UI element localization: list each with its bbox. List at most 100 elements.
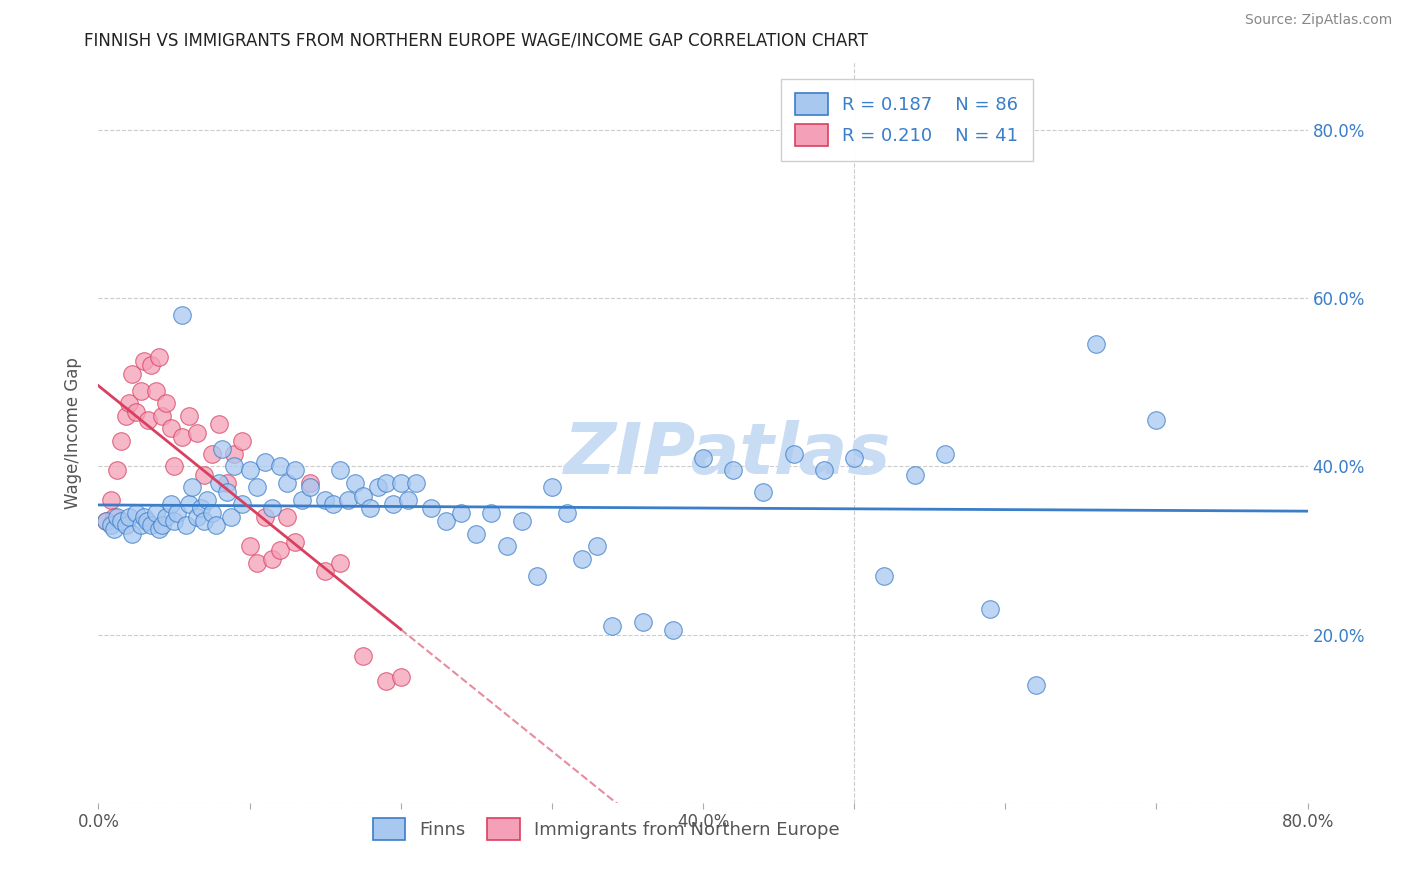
Point [571, 551, 593, 566]
Point [314, 492, 336, 507]
Point [555, 506, 578, 520]
Point [114, 409, 136, 423]
Point [145, 506, 167, 520]
Point [723, 463, 745, 477]
Point [125, 506, 148, 520]
Point [166, 506, 188, 520]
Point [450, 506, 472, 520]
Point [904, 467, 927, 482]
Point [1024, 678, 1046, 692]
Point [389, 670, 412, 684]
Point [163, 514, 186, 528]
Point [253, 455, 276, 469]
Point [1144, 413, 1167, 427]
Point [145, 384, 167, 398]
Point [752, 484, 775, 499]
Point [540, 480, 562, 494]
Point [299, 480, 322, 494]
Point [118, 509, 141, 524]
Point [148, 350, 170, 364]
Point [132, 354, 155, 368]
Legend: Finns, Immigrants from Northern Europe: Finns, Immigrants from Northern Europe [364, 809, 849, 849]
Point [132, 509, 155, 524]
Point [135, 514, 157, 528]
Point [231, 497, 253, 511]
Point [1085, 337, 1108, 351]
Point [873, 568, 896, 582]
Point [110, 434, 132, 448]
Point [934, 447, 956, 461]
Point [322, 497, 344, 511]
Point [205, 518, 228, 533]
Point [692, 450, 714, 465]
Point [352, 489, 374, 503]
Point [360, 501, 382, 516]
Text: FINNISH VS IMMIGRANTS FROM NORTHERN EUROPE WAGE/INCOME GAP CORRELATION CHART: FINNISH VS IMMIGRANTS FROM NORTHERN EURO… [84, 31, 869, 49]
Point [586, 539, 609, 553]
Point [246, 480, 269, 494]
Point [100, 518, 122, 533]
Point [276, 476, 298, 491]
Point [262, 551, 284, 566]
Point [150, 518, 173, 533]
Point [215, 484, 238, 499]
Point [284, 463, 307, 477]
Point [170, 308, 193, 322]
Point [844, 450, 866, 465]
Point [510, 514, 533, 528]
Point [174, 518, 197, 533]
Point [211, 442, 233, 457]
Point [186, 425, 208, 440]
Point [94, 514, 117, 528]
Point [114, 518, 136, 533]
Point [193, 514, 215, 528]
Point [94, 514, 117, 528]
Point [602, 619, 624, 633]
Point [215, 476, 238, 491]
Point [631, 615, 654, 629]
Point [420, 501, 443, 516]
Point [160, 421, 183, 435]
Point [374, 673, 396, 688]
Point [208, 417, 231, 432]
Point [224, 447, 246, 461]
Point [195, 492, 218, 507]
Y-axis label: Wage/Income Gap: Wage/Income Gap [65, 357, 83, 508]
Point [367, 480, 389, 494]
Point [136, 413, 159, 427]
Point [179, 497, 201, 511]
Point [141, 359, 163, 373]
Point [329, 556, 352, 570]
Point [231, 434, 253, 448]
Point [118, 396, 141, 410]
Point [661, 624, 683, 638]
Point [170, 430, 193, 444]
Point [148, 522, 170, 536]
Point [193, 467, 215, 482]
Point [103, 509, 125, 524]
Point [374, 476, 396, 491]
Point [253, 509, 276, 524]
Point [405, 476, 427, 491]
Point [291, 492, 314, 507]
Point [103, 522, 125, 536]
Point [481, 506, 503, 520]
Point [344, 476, 367, 491]
Point [100, 492, 122, 507]
Point [434, 514, 457, 528]
Point [121, 367, 143, 381]
Point [299, 476, 322, 491]
Point [329, 463, 352, 477]
Text: Source: ZipAtlas.com: Source: ZipAtlas.com [1244, 13, 1392, 28]
Point [465, 526, 488, 541]
Point [155, 509, 177, 524]
Point [979, 602, 1001, 616]
Point [150, 409, 173, 423]
Point [495, 539, 517, 553]
Point [129, 384, 152, 398]
Point [783, 447, 806, 461]
Point [179, 409, 201, 423]
Point [314, 565, 336, 579]
Point [160, 497, 183, 511]
Point [181, 480, 204, 494]
